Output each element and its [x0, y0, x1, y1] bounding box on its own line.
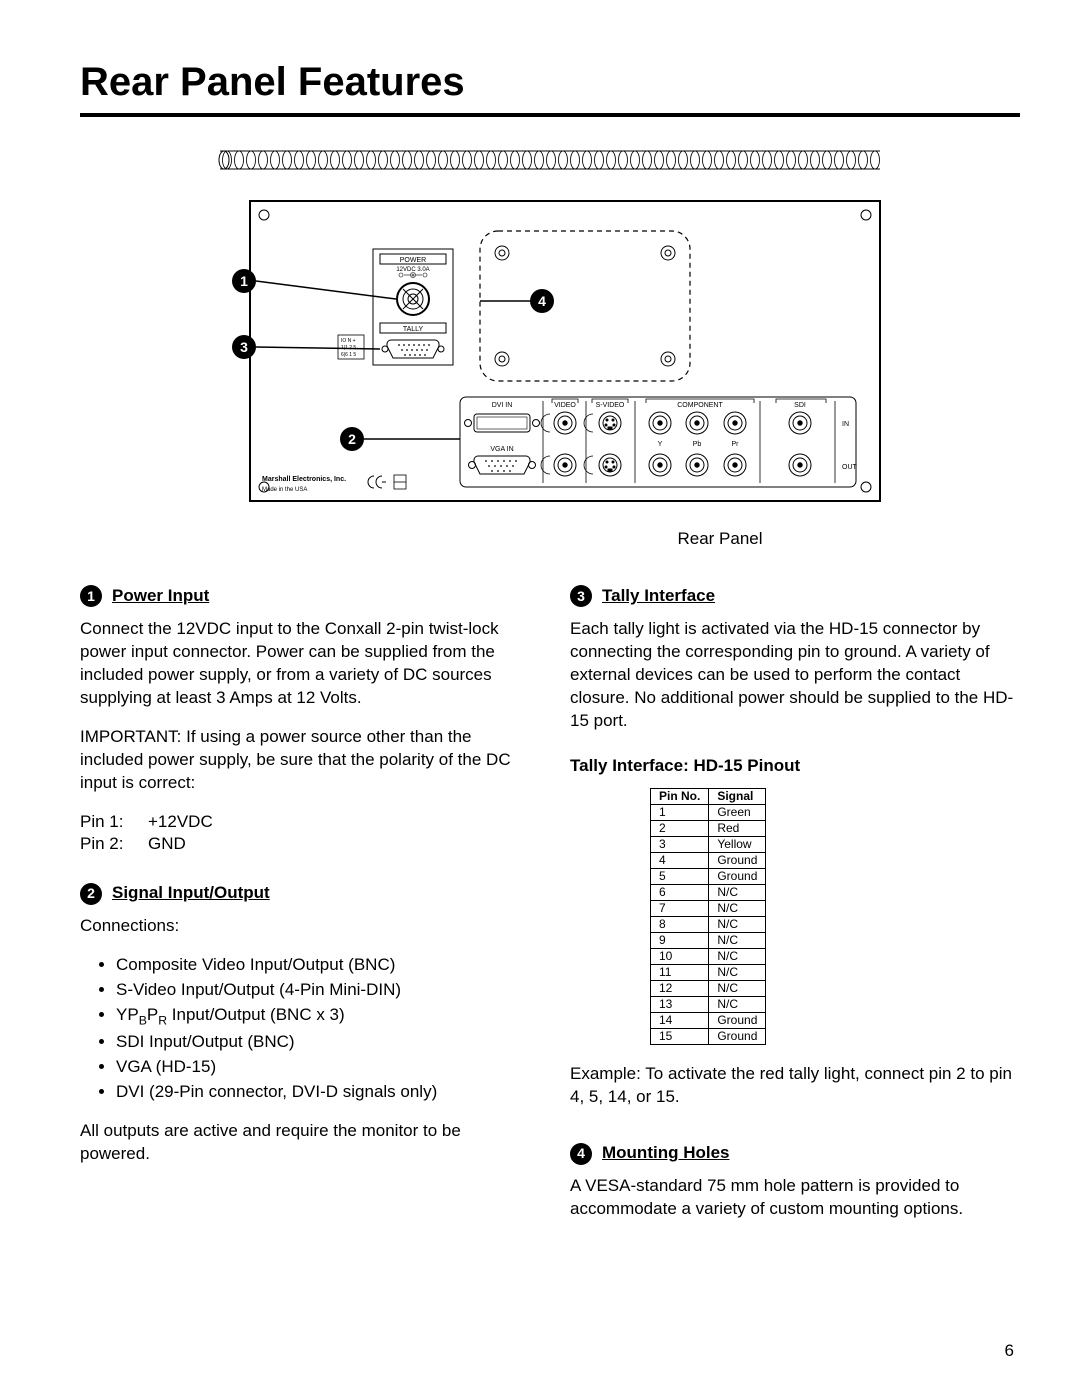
section-2-head: 2 Signal Input/Output — [80, 882, 530, 905]
body-columns: 1 Power Input Connect the 12VDC input to… — [80, 573, 1020, 1237]
table-row: 8N/C — [651, 916, 766, 932]
svg-text:Pb: Pb — [693, 441, 702, 448]
table-row: 1Green — [651, 804, 766, 820]
table-row: 4Ground — [651, 852, 766, 868]
badge-1-icon: 1 — [80, 585, 102, 607]
pinout-table: Pin No. Signal 1Green2Red3Yellow4Ground5… — [650, 788, 766, 1045]
svg-text:3: 3 — [240, 339, 248, 355]
badge-4-icon: 4 — [570, 1143, 592, 1165]
svg-text:12VDC 3.0A: 12VDC 3.0A — [396, 267, 429, 273]
page-number: 6 — [1005, 1341, 1014, 1361]
section-4-head: 4 Mounting Holes — [570, 1142, 1020, 1165]
pinout-title: Tally Interface: HD-15 Pinout — [570, 755, 1020, 778]
svg-text:TALLY: TALLY — [403, 326, 424, 333]
section-4-title: Mounting Holes — [602, 1142, 729, 1165]
table-row: 11N/C — [651, 964, 766, 980]
section-2-title: Signal Input/Output — [112, 882, 270, 905]
s3-p1: Each tally light is activated via the HD… — [570, 618, 1020, 733]
s2-list-item: Composite Video Input/Output (BNC) — [116, 954, 530, 977]
svg-text:IO N +: IO N + — [341, 338, 356, 344]
svg-text:1: 1 — [240, 273, 248, 289]
s2-list-item: S-Video Input/Output (4-Pin Mini-DIN) — [116, 979, 530, 1002]
page-title: Rear Panel Features — [80, 60, 1020, 105]
svg-text:COMPONENT: COMPONENT — [677, 402, 723, 409]
section-3-head: 3 Tally Interface — [570, 585, 1020, 608]
s4-p1: A VESA-standard 75 mm hole pattern is pr… — [570, 1175, 1020, 1221]
table-row: 10N/C — [651, 948, 766, 964]
s1-p2: IMPORTANT: If using a power source other… — [80, 726, 530, 795]
table-row: 6N/C — [651, 884, 766, 900]
svg-text:IN: IN — [842, 421, 849, 428]
s2-lead: Connections: — [80, 915, 530, 938]
s2-list-item: SDI Input/Output (BNC) — [116, 1031, 530, 1054]
table-row: 7N/C — [651, 900, 766, 916]
svg-text:SDI: SDI — [794, 402, 806, 409]
table-row: 3Yellow — [651, 836, 766, 852]
table-row: 15Ground — [651, 1028, 766, 1044]
rear-panel-diagram: (function(){ var ns="http://www.w3.org/2… — [180, 141, 920, 521]
page: Rear Panel Features — [0, 0, 1080, 1397]
s2-list-item: YPBPR Input/Output (BNC x 3) — [116, 1004, 530, 1029]
diagram-caption: Rear Panel — [420, 529, 1020, 549]
svg-text:OUT: OUT — [842, 464, 858, 471]
section-1-title: Power Input — [112, 585, 209, 608]
svg-text:Pr: Pr — [732, 441, 740, 448]
s2-tail: All outputs are active and require the m… — [80, 1120, 530, 1166]
pinout-head-0: Pin No. — [651, 788, 709, 804]
table-row: 2Red — [651, 820, 766, 836]
svg-text:VIDEO: VIDEO — [554, 402, 576, 409]
section-1-head: 1 Power Input — [80, 585, 530, 608]
s1-pin2: Pin 2: GND — [80, 833, 530, 856]
table-row: 13N/C — [651, 996, 766, 1012]
svg-text:Marshall Electronics, Inc.: Marshall Electronics, Inc. — [262, 476, 346, 483]
pinout-head-1: Signal — [709, 788, 766, 804]
badge-2-icon: 2 — [80, 883, 102, 905]
diagram-svg: (function(){ var ns="http://www.w3.org/2… — [180, 141, 920, 521]
table-row: 9N/C — [651, 932, 766, 948]
right-column: 3 Tally Interface Each tally light is ac… — [570, 573, 1020, 1237]
svg-text:2: 2 — [348, 431, 356, 447]
s3-example: Example: To activate the red tally light… — [570, 1063, 1020, 1109]
svg-text:Y: Y — [658, 441, 663, 448]
s2-list-item: VGA (HD-15) — [116, 1056, 530, 1079]
svg-text:DVI IN: DVI IN — [492, 402, 513, 409]
svg-text:POWER: POWER — [400, 257, 426, 264]
table-row: 12N/C — [651, 980, 766, 996]
section-3-title: Tally Interface — [602, 585, 715, 608]
s1-p1: Connect the 12VDC input to the Conxall 2… — [80, 618, 530, 710]
left-column: 1 Power Input Connect the 12VDC input to… — [80, 573, 530, 1237]
table-row: 14Ground — [651, 1012, 766, 1028]
s1-pin1: Pin 1: +12VDC — [80, 811, 530, 834]
svg-text:6|6 1 5: 6|6 1 5 — [341, 352, 356, 358]
svg-text:Made in the USA: Made in the USA — [262, 487, 307, 493]
svg-text:S-VIDEO: S-VIDEO — [596, 402, 625, 409]
title-rule — [80, 113, 1020, 117]
svg-text:VGA IN: VGA IN — [490, 446, 513, 453]
svg-text:4: 4 — [538, 293, 546, 309]
badge-3-icon: 3 — [570, 585, 592, 607]
s2-list-item: DVI (29-Pin connector, DVI-D signals onl… — [116, 1081, 530, 1104]
table-row: 5Ground — [651, 868, 766, 884]
s2-list: Composite Video Input/Output (BNC)S-Vide… — [116, 954, 530, 1104]
